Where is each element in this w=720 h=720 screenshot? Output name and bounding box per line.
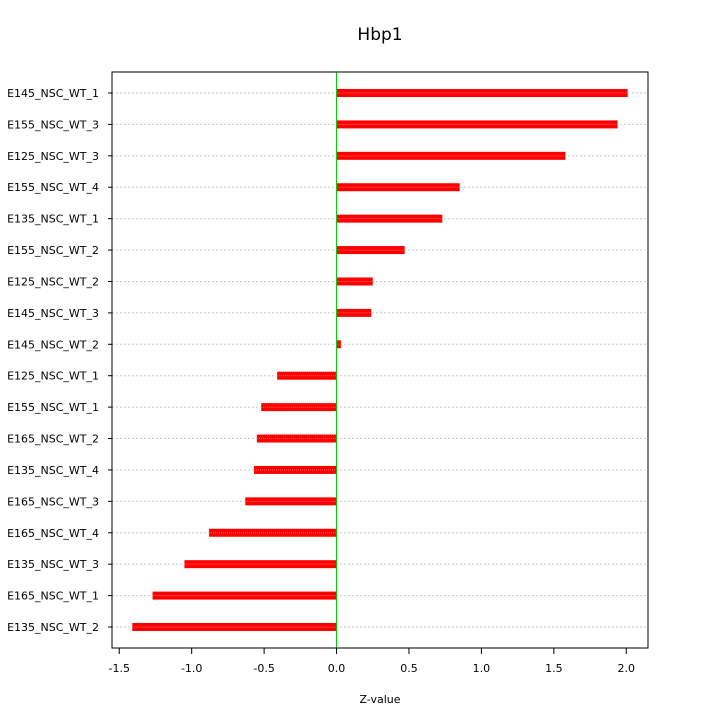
y-tick-label: E125_NSC_WT_1: [7, 370, 99, 383]
bar: [336, 308, 372, 317]
bar: [336, 89, 628, 97]
y-tick-label: E145_NSC_WT_2: [7, 338, 99, 351]
y-tick-label: E165_NSC_WT_1: [7, 590, 99, 603]
y-tick-label: E155_NSC_WT_1: [7, 401, 99, 414]
bar: [245, 497, 337, 506]
x-tick-label: 0.5: [400, 662, 418, 675]
x-tick-label: -0.5: [253, 662, 274, 675]
y-tick-label: E145_NSC_WT_3: [7, 307, 99, 320]
y-tick-label: E165_NSC_WT_3: [7, 495, 99, 508]
y-tick-label: E155_NSC_WT_3: [7, 118, 99, 131]
y-tick-label: E145_NSC_WT_1: [7, 87, 99, 100]
y-tick-labels: E145_NSC_WT_1 E155_NSC_WT_3 E125_NSC_WT_3 E…: [7, 87, 112, 634]
bars: [132, 89, 628, 631]
y-tick-label: E135_NSC_WT_1: [7, 213, 99, 226]
y-tick-label: E155_NSC_WT_2: [7, 244, 99, 257]
bar: [209, 528, 337, 537]
grid-lines: [112, 92, 648, 628]
y-tick-label: E135_NSC_WT_4: [7, 464, 99, 477]
y-tick-label: E135_NSC_WT_3: [7, 558, 99, 571]
x-axis-title: Z-value: [359, 693, 400, 706]
bar: [253, 465, 337, 474]
y-tick-label: E135_NSC_WT_2: [7, 621, 99, 634]
bar: [256, 434, 337, 443]
y-tick-label: E165_NSC_WT_2: [7, 433, 99, 446]
x-tick-label: -1.0: [181, 662, 202, 675]
y-tick-label: E155_NSC_WT_4: [7, 181, 99, 194]
bar: [336, 183, 460, 192]
x-tick-label: -1.5: [109, 662, 130, 675]
x-tick-label: 1.5: [545, 662, 563, 675]
bar: [277, 371, 337, 380]
x-tick-label: 1.0: [473, 662, 491, 675]
y-tick-label: E125_NSC_WT_3: [7, 150, 99, 163]
bar: [152, 591, 337, 600]
y-tick-label: E125_NSC_WT_2: [7, 275, 99, 288]
y-tick-label: E165_NSC_WT_4: [7, 527, 99, 540]
bar: [261, 403, 337, 412]
x-tick-label: 0.0: [328, 662, 346, 675]
x-tick-label: 2.0: [618, 662, 636, 675]
x-axis: -1.5 -1.0 -0.5 0.0 0.5 1.0 1.5 2.0: [109, 647, 636, 675]
chart-title: Hbp1: [357, 25, 402, 45]
